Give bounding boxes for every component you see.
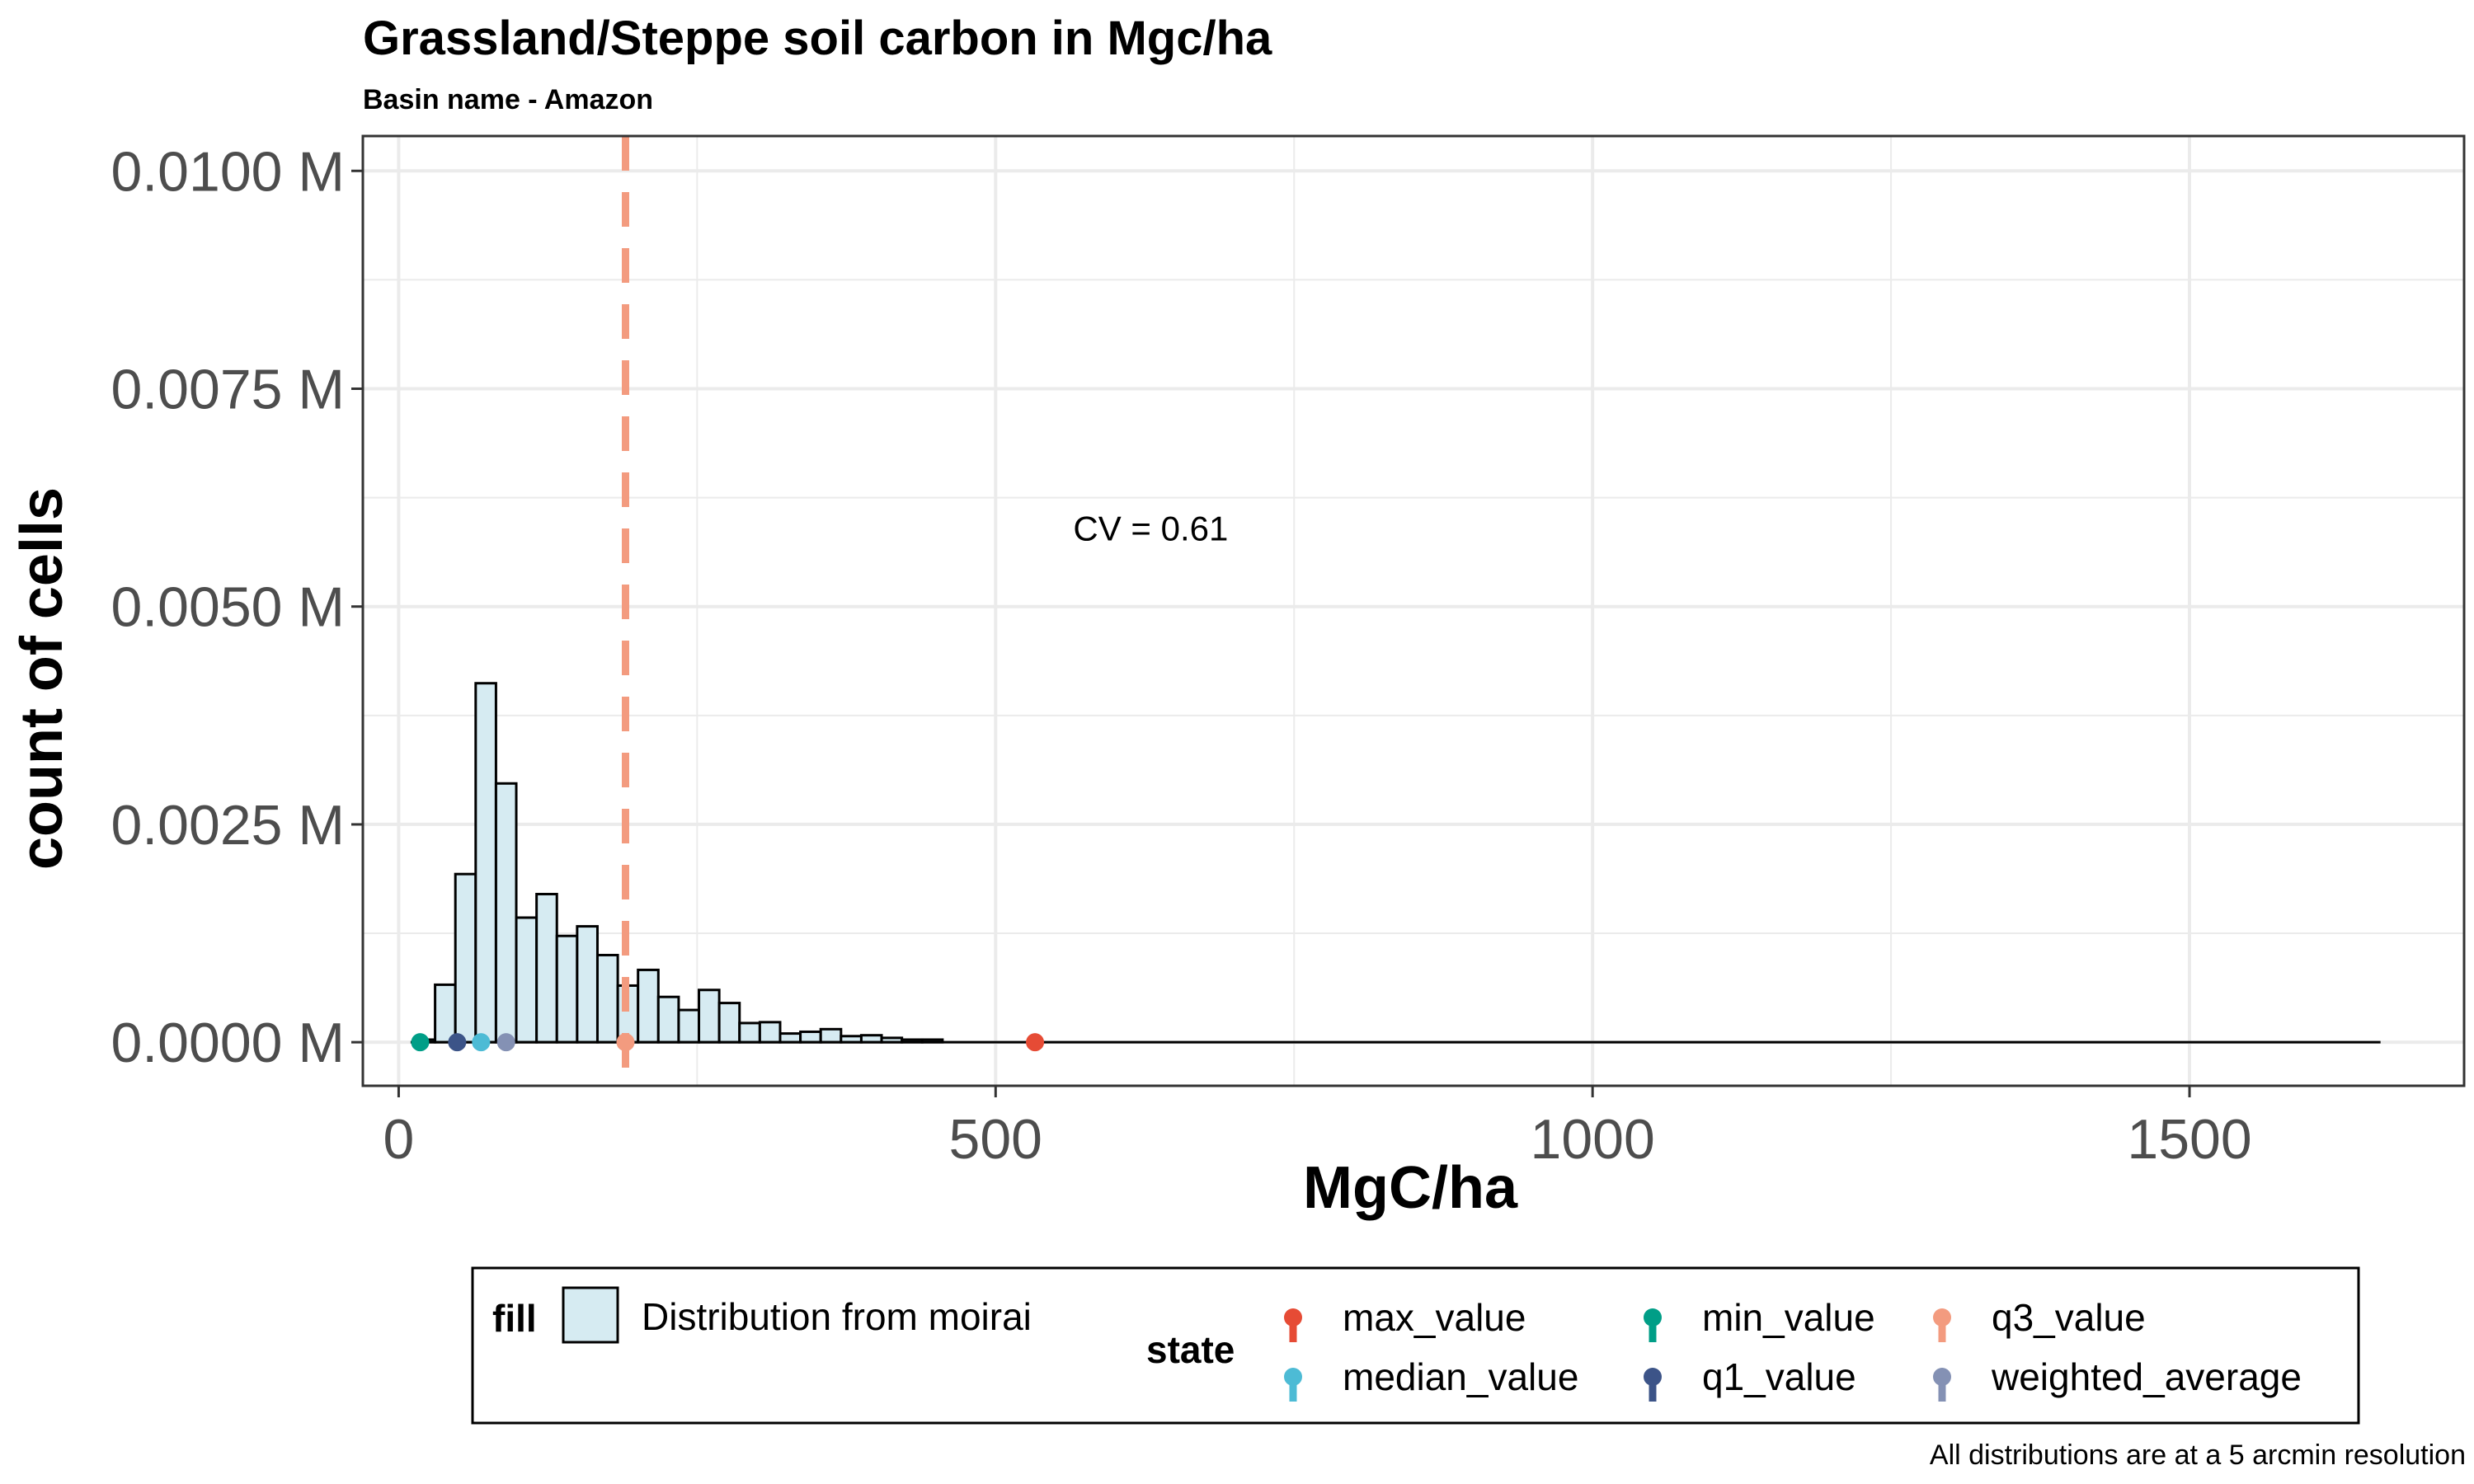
- x-tick-label: 0: [383, 1108, 415, 1171]
- legend: fill Distribution from moirai state max_…: [471, 1266, 2360, 1425]
- histogram-bar: [494, 782, 518, 1044]
- chart-subtitle: Basin name - Amazon: [363, 84, 653, 115]
- point-min-value: [411, 1033, 430, 1052]
- point-max-value: [1026, 1033, 1045, 1052]
- legend-item-q3-value: q3_value: [1992, 1296, 2146, 1339]
- histogram-bar: [454, 872, 477, 1044]
- legend-state-title: state: [1146, 1328, 1235, 1371]
- histogram-bar: [758, 1021, 782, 1044]
- x-tick-label: 500: [949, 1108, 1042, 1171]
- histogram-bar: [474, 682, 497, 1044]
- histogram-bar: [738, 1021, 761, 1044]
- summary-points: [411, 1033, 1045, 1052]
- histogram-bar: [535, 892, 558, 1044]
- legend-key-dot: [1933, 1308, 1951, 1327]
- cv-annotation: CV = 0.61: [1073, 510, 1228, 548]
- histogram-bar: [515, 916, 539, 1044]
- chart-caption: All distributions are at a 5 arcmin reso…: [1930, 1439, 2466, 1471]
- legend-key-dot: [1284, 1368, 1302, 1386]
- legend-fill-label: Distribution from moirai: [642, 1295, 1032, 1338]
- y-tick-label: 0.0075 M: [111, 358, 345, 420]
- histogram-bar: [819, 1027, 843, 1044]
- histogram-bar: [698, 989, 721, 1044]
- histogram-bar: [778, 1032, 802, 1044]
- plot-panel-border: [361, 134, 2466, 1087]
- x-axis-ticks: 0 500 1000 1500: [383, 1086, 2252, 1171]
- legend-key-dot: [1284, 1308, 1302, 1327]
- y-axis-ticks: 0.0000 M 0.0025 M 0.0050 M 0.0075 M 0.0100 M: [111, 140, 363, 1074]
- point-q3-value: [616, 1033, 635, 1052]
- point-weighted-average: [496, 1033, 515, 1052]
- x-tick-label: 1500: [2127, 1108, 2251, 1171]
- legend-item-max-value: max_value: [1343, 1296, 1526, 1339]
- y-tick-label: 0.0100 M: [111, 140, 345, 203]
- legend-key-dot: [1644, 1308, 1662, 1327]
- histogram-bar: [595, 953, 619, 1044]
- legend-fill-swatch: [562, 1286, 619, 1344]
- y-tick-label: 0.0025 M: [111, 794, 345, 857]
- grid-lines: [363, 136, 2464, 1086]
- y-tick-label: 0.0000 M: [111, 1012, 345, 1074]
- legend-fill-title: fill: [492, 1297, 537, 1340]
- legend-box: [471, 1266, 2360, 1425]
- histogram-bar: [717, 1002, 741, 1044]
- legend-item-median-value: median_value: [1343, 1355, 1578, 1398]
- histogram-bar: [637, 968, 660, 1044]
- point-q1-value: [448, 1033, 467, 1052]
- legend-item-weighted-average: weighted_average: [1991, 1355, 2302, 1398]
- chart-title: Grassland/Steppe soil carbon in Mgc/ha: [363, 12, 1272, 65]
- x-tick-label: 1000: [1531, 1108, 1655, 1171]
- legend-key-dot: [1933, 1368, 1951, 1386]
- histogram-bar: [677, 1008, 701, 1044]
- legend-key-dot: [1644, 1368, 1662, 1386]
- histogram-bar: [434, 983, 457, 1044]
- y-tick-label: 0.0050 M: [111, 576, 345, 639]
- histogram-bar: [555, 934, 579, 1044]
- legend-item-min-value: min_value: [1702, 1296, 1875, 1339]
- point-median-value: [472, 1033, 491, 1052]
- legend-state-items: max_value min_value q3_value median_value q1…: [1284, 1296, 2302, 1402]
- plot-panel-background: [363, 136, 2464, 1086]
- legend-item-q1-value: q1_value: [1702, 1355, 1856, 1398]
- histogram-bar: [656, 995, 680, 1044]
- histogram-bar: [799, 1030, 822, 1044]
- x-axis-title: MgC/ha: [1303, 1155, 1518, 1221]
- y-axis-title: count of cells: [9, 487, 75, 870]
- histogram-bar: [576, 925, 599, 1044]
